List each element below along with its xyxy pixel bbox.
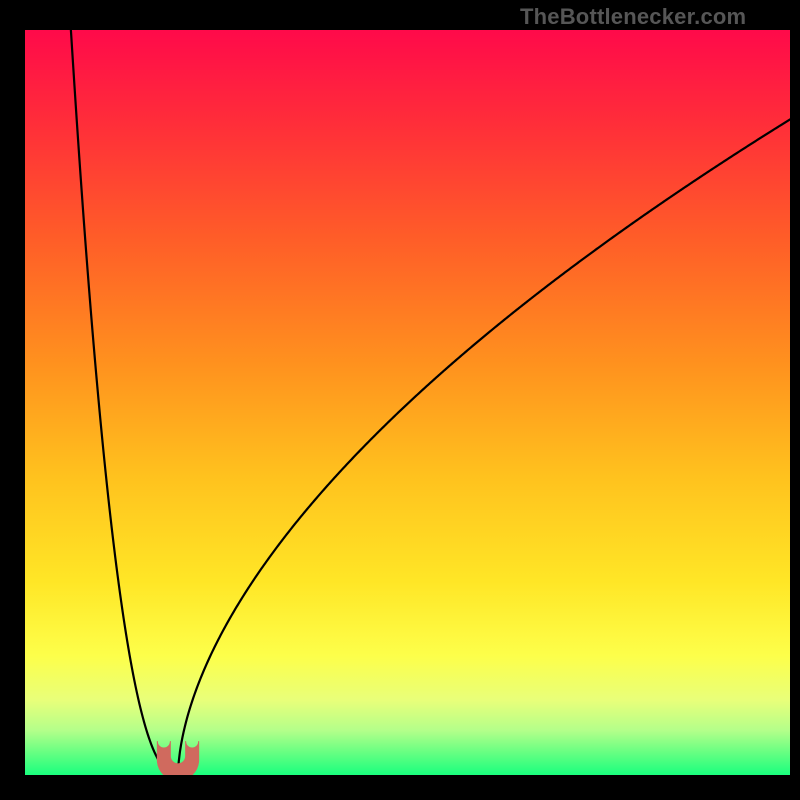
plot-svg [25,30,790,775]
watermark-text: TheBottlenecker.com [520,4,746,30]
plot-area [25,30,790,775]
